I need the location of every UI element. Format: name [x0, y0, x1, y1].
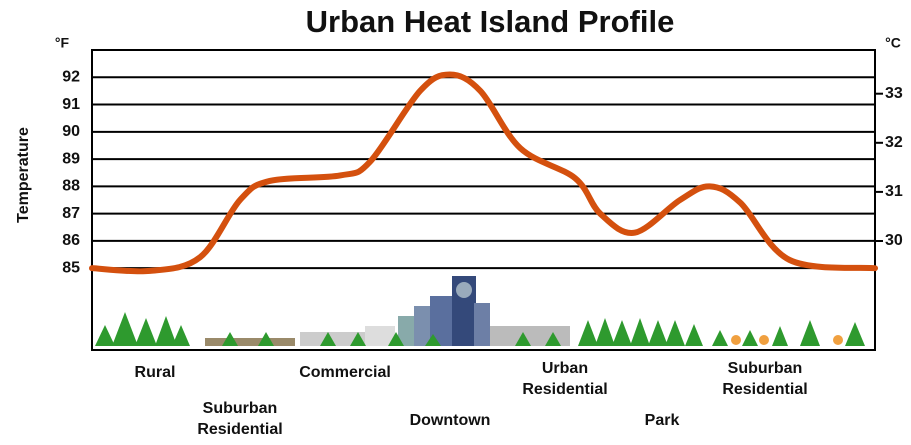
y2-tick-label: 31	[885, 183, 903, 200]
zone-label: Suburban Residential	[185, 398, 295, 440]
y-tick-label: 88	[62, 178, 80, 195]
zone-label: Rural	[85, 362, 225, 383]
y-tick-label: 90	[62, 123, 80, 140]
y-tick-label: 86	[62, 232, 80, 249]
y-tick-label: 85	[62, 259, 80, 276]
y-tick-label: 89	[62, 150, 80, 167]
y-tick-label: 92	[62, 68, 80, 85]
zone-label: Commercial	[275, 362, 415, 383]
y2-tick-label: 32	[885, 134, 903, 151]
y2-unit: °C	[885, 35, 901, 51]
y-axis-title: Temperature	[15, 127, 32, 223]
zone-label: Park	[592, 410, 732, 431]
y2-tick-label: 30	[885, 232, 903, 249]
y-tick-label: 87	[62, 205, 80, 222]
page: {"chart_data":{"type":"line","title":"Ur…	[0, 0, 911, 445]
zone-label: Downtown	[380, 410, 520, 431]
skyline	[95, 276, 865, 346]
chart-title: Urban Heat Island Profile	[306, 4, 675, 39]
y2-tick-label: 33	[885, 85, 903, 102]
zone-label: Suburban Residential	[710, 358, 820, 400]
y-tick-label: 91	[62, 96, 80, 113]
y-unit: °F	[55, 35, 70, 51]
zone-label: Urban Residential	[510, 358, 620, 400]
